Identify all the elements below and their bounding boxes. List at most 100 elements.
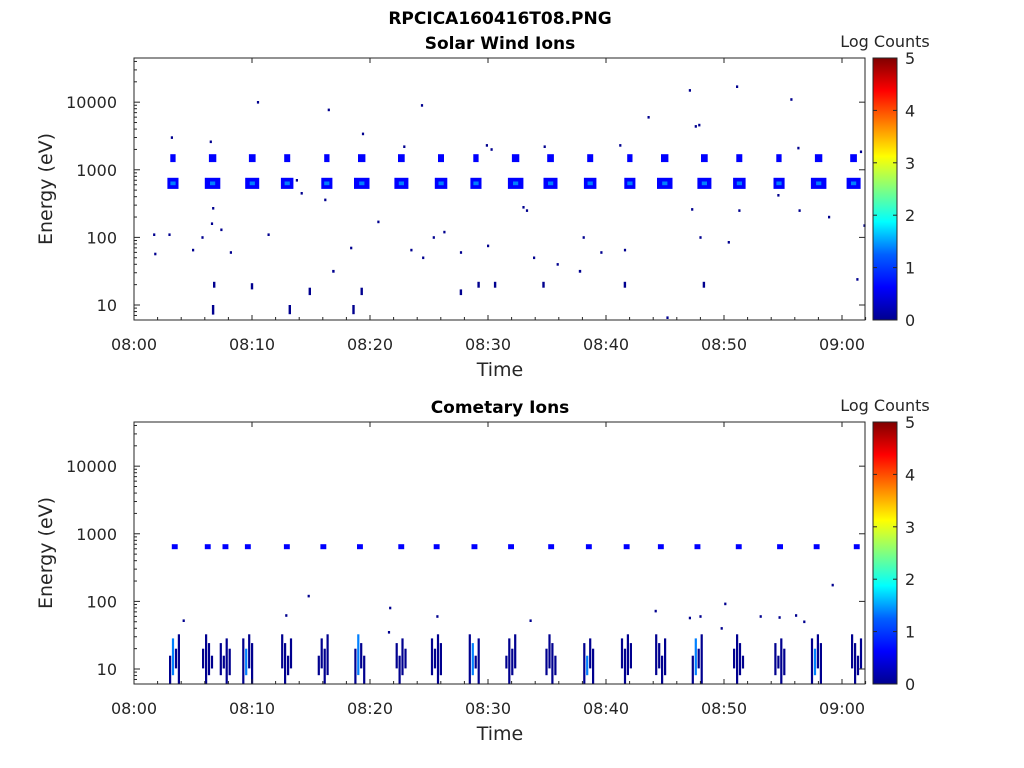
band-alpha-core [703, 156, 706, 160]
speck [410, 248, 413, 252]
column-streak [697, 648, 700, 669]
y-tick-label: 1000 [76, 525, 117, 544]
speck [459, 251, 463, 254]
upper-row-dot [244, 544, 251, 550]
band-alpha-core [400, 156, 403, 160]
column-streak [856, 655, 860, 676]
column-streak [589, 638, 592, 669]
speck [698, 123, 701, 127]
stripe [352, 305, 355, 315]
column-streak [430, 638, 434, 676]
band-alpha-core [171, 156, 175, 160]
column-streak [474, 655, 477, 669]
x-tick-label: 08:00 [111, 699, 157, 718]
x-tick-label: 08:10 [229, 335, 275, 354]
panel-cometary: Cometary Ions 08:00 08:10 08:20 08:30 08:40 0… [35, 396, 930, 745]
band-main-core [438, 181, 444, 186]
column-streak [320, 638, 323, 669]
stripe [308, 287, 311, 296]
colorbar-tick-label: 2 [905, 570, 915, 589]
column-streak [511, 648, 514, 676]
speck [487, 244, 490, 248]
speck [212, 207, 215, 210]
upper-row-dot [548, 544, 555, 550]
y-tick-label: 100 [86, 592, 117, 611]
x-axis-cometary: 08:00 08:10 08:20 08:30 08:40 08:50 09:00 [111, 422, 867, 718]
upper-row-dot [585, 544, 592, 550]
x-tick-label: 08:20 [347, 335, 393, 354]
band-main-core [249, 181, 255, 186]
speck [720, 627, 723, 630]
colorbar-tick-label: 1 [905, 259, 915, 278]
speck [377, 220, 380, 224]
column-streak [626, 634, 629, 676]
stripe [542, 281, 545, 288]
speck [350, 246, 353, 250]
speck [797, 146, 800, 150]
column-streak [439, 643, 442, 676]
speck [777, 194, 780, 197]
column-streak [219, 643, 222, 676]
stripe [702, 281, 706, 288]
column-streak [554, 655, 557, 676]
column-streak [281, 634, 284, 669]
column-streak [395, 643, 398, 669]
band-alpha-core [251, 156, 254, 160]
y-tick-label: 10 [97, 660, 117, 679]
column-streak [810, 638, 814, 684]
band-main-core [701, 181, 707, 186]
band-main-core [816, 181, 822, 186]
speck [201, 236, 204, 239]
colorbar-cometary [872, 421, 898, 685]
speck [647, 116, 650, 119]
speck [267, 233, 270, 236]
data-layer-cometary [169, 544, 863, 684]
stripe [211, 305, 215, 315]
band-main-core [736, 181, 742, 186]
y-tick-label: 100 [86, 228, 117, 247]
speck [691, 208, 694, 211]
column-streak [433, 648, 437, 669]
speck [422, 256, 425, 260]
column-streak [436, 634, 440, 684]
speck [724, 602, 727, 606]
colorbar-tick-label: 3 [905, 154, 915, 173]
speck [525, 209, 529, 212]
colorbar-ticks-cometary: 0 1 2 3 4 5 [873, 413, 915, 694]
column-streak [741, 655, 745, 669]
column-streak [623, 648, 627, 684]
column-streak [245, 648, 248, 676]
speck [432, 236, 435, 239]
colorbar-tick-label: 1 [905, 623, 915, 642]
band-alpha-core [474, 156, 478, 160]
colorbar-tick-label: 4 [905, 465, 915, 484]
column-streak [586, 655, 589, 676]
colorbar-tick-label: 0 [905, 311, 915, 330]
panel-solar-wind: Solar Wind Ions 08:00 08:10 08:20 08:30 08:4… [35, 32, 930, 381]
column-streak [326, 634, 329, 676]
colorbar-label-solar-wind: Log Counts [840, 32, 930, 51]
y-axis-label-cometary: Energy (eV) [35, 497, 57, 609]
speck [168, 233, 171, 236]
y-axis-cometary: 10 100 1000 10000 [66, 424, 865, 685]
speck [666, 316, 669, 319]
x-axis-label-cometary: Time [476, 723, 524, 745]
column-streak [177, 634, 180, 684]
band-main-core [627, 181, 633, 186]
band-main-core [473, 181, 479, 186]
x-tick-label: 08:30 [465, 699, 511, 718]
stripe [213, 281, 216, 288]
speck [403, 145, 406, 148]
band-main-core [587, 181, 593, 186]
x-tick-label: 08:40 [583, 335, 629, 354]
x-axis-solar-wind: 08:00 08:10 08:20 08:30 08:40 08:50 09:00 [111, 58, 867, 354]
band-main-core [359, 181, 365, 186]
speck [154, 252, 157, 256]
band-alpha-core [588, 156, 592, 160]
band-main-core [776, 181, 782, 186]
column-streak [738, 643, 742, 676]
speck [623, 248, 627, 252]
x-tick-label: 09:00 [819, 699, 865, 718]
speck [699, 236, 702, 239]
column-streak [774, 643, 777, 676]
